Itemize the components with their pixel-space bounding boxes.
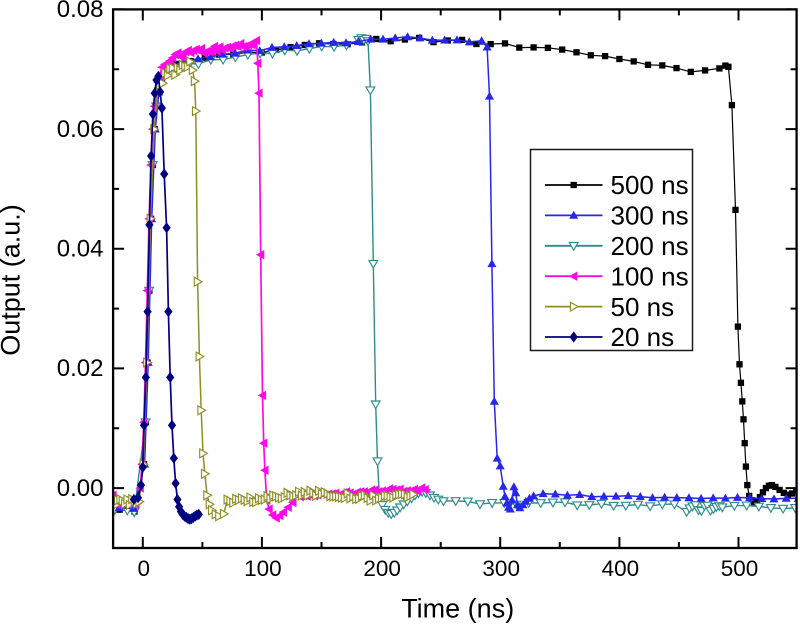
svg-text:0: 0 — [138, 556, 151, 581]
svg-text:200 ns: 200 ns — [611, 231, 689, 261]
svg-text:Output (a.u.): Output (a.u.) — [0, 204, 26, 356]
svg-text:500: 500 — [721, 556, 759, 581]
svg-text:0.00: 0.00 — [57, 475, 104, 502]
svg-text:0.02: 0.02 — [57, 355, 104, 382]
svg-text:0.04: 0.04 — [57, 236, 104, 263]
svg-text:300: 300 — [482, 556, 520, 581]
svg-text:300 ns: 300 ns — [611, 201, 689, 231]
svg-text:50 ns: 50 ns — [611, 292, 675, 322]
svg-text:Time (ns): Time (ns) — [401, 594, 514, 624]
svg-text:400: 400 — [602, 556, 640, 581]
svg-text:100: 100 — [244, 556, 282, 581]
svg-text:0.06: 0.06 — [57, 116, 104, 143]
svg-text:20 ns: 20 ns — [611, 322, 675, 352]
svg-text:500 ns: 500 ns — [611, 170, 689, 200]
svg-text:0.08: 0.08 — [57, 0, 104, 23]
svg-text:100 ns: 100 ns — [611, 261, 689, 291]
svg-text:200: 200 — [363, 556, 401, 581]
